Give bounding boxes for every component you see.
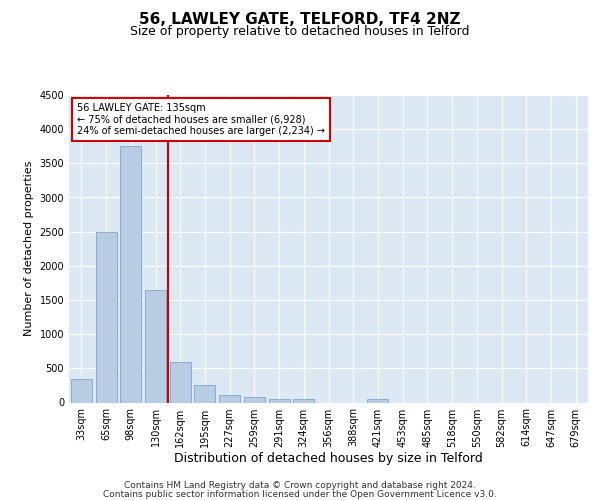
- Bar: [170, 362, 191, 403]
- Bar: [269, 399, 290, 402]
- Y-axis label: Number of detached properties: Number of detached properties: [24, 161, 34, 336]
- Text: Contains HM Land Registry data © Crown copyright and database right 2024.: Contains HM Land Registry data © Crown c…: [124, 481, 476, 490]
- Bar: [145, 290, 166, 403]
- Bar: [367, 399, 388, 402]
- X-axis label: Distribution of detached houses by size in Telford: Distribution of detached houses by size …: [174, 452, 483, 466]
- Bar: [71, 378, 92, 402]
- Text: Contains public sector information licensed under the Open Government Licence v3: Contains public sector information licen…: [103, 490, 497, 499]
- Bar: [244, 398, 265, 402]
- Bar: [95, 232, 116, 402]
- Bar: [219, 396, 240, 402]
- Text: 56, LAWLEY GATE, TELFORD, TF4 2NZ: 56, LAWLEY GATE, TELFORD, TF4 2NZ: [139, 12, 461, 28]
- Bar: [120, 146, 141, 403]
- Text: 56 LAWLEY GATE: 135sqm
← 75% of detached houses are smaller (6,928)
24% of semi-: 56 LAWLEY GATE: 135sqm ← 75% of detached…: [77, 102, 325, 136]
- Text: Size of property relative to detached houses in Telford: Size of property relative to detached ho…: [130, 25, 470, 38]
- Bar: [194, 386, 215, 402]
- Bar: [293, 399, 314, 402]
